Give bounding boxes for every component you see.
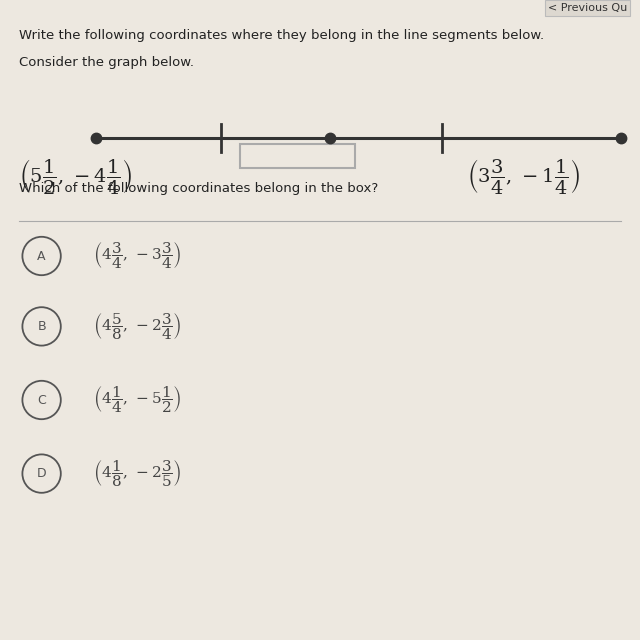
Text: $\left(4\dfrac{5}{8},\,-2\dfrac{3}{4}\right)$: $\left(4\dfrac{5}{8},\,-2\dfrac{3}{4}\ri… [93, 311, 181, 342]
Text: A: A [37, 250, 46, 262]
Text: $\left(4\dfrac{1}{8},\,-2\dfrac{3}{5}\right)$: $\left(4\dfrac{1}{8},\,-2\dfrac{3}{5}\ri… [93, 458, 181, 489]
Text: D: D [36, 467, 47, 480]
Text: < Previous Qu: < Previous Qu [548, 3, 627, 13]
Text: $\left(4\dfrac{3}{4},\,-3\dfrac{3}{4}\right)$: $\left(4\dfrac{3}{4},\,-3\dfrac{3}{4}\ri… [93, 241, 181, 271]
FancyBboxPatch shape [240, 144, 355, 168]
Text: Write the following coordinates where they belong in the line segments below.: Write the following coordinates where th… [19, 29, 545, 42]
Text: $\left(5\dfrac{1}{2},\,-4\dfrac{1}{4}\right)$: $\left(5\dfrac{1}{2},\,-4\dfrac{1}{4}\ri… [19, 157, 132, 196]
Text: $\left(3\dfrac{3}{4},\,-1\dfrac{1}{4}\right)$: $\left(3\dfrac{3}{4},\,-1\dfrac{1}{4}\ri… [467, 157, 580, 196]
Text: B: B [37, 320, 46, 333]
Text: $\left(4\dfrac{1}{4},\,-5\dfrac{1}{2}\right)$: $\left(4\dfrac{1}{4},\,-5\dfrac{1}{2}\ri… [93, 385, 181, 415]
Text: Which of the following coordinates belong in the box?: Which of the following coordinates belon… [19, 182, 378, 195]
Text: Consider the graph below.: Consider the graph below. [19, 56, 194, 69]
Text: C: C [37, 394, 46, 406]
